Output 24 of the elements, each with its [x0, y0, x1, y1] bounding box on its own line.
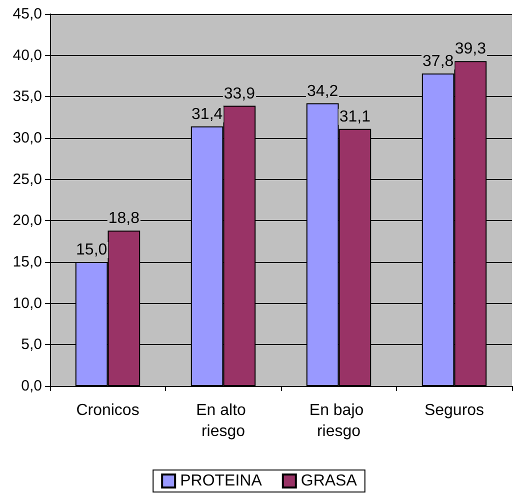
- y-tick-label: 45,0: [12, 6, 42, 22]
- data-label: 31,1: [339, 108, 371, 126]
- data-label: 34,2: [307, 82, 338, 100]
- data-label: 39,3: [454, 40, 486, 58]
- data-label: 37,8: [422, 53, 454, 70]
- y-tick-label: 10,0: [12, 294, 42, 312]
- data-label: 33,9: [224, 85, 256, 102]
- data-label: 18,8: [108, 210, 140, 228]
- y-tick-label: 25,0: [12, 170, 42, 188]
- y-tick-label: 20,0: [12, 212, 42, 230]
- x-tick-label: En bajo riesgo: [309, 402, 368, 440]
- legend-label: GRASA: [300, 472, 358, 490]
- y-tick-label: 0,0: [21, 378, 42, 394]
- y-tick-label: 15,0: [12, 254, 42, 270]
- x-tick-label: En alto riesgo: [196, 402, 250, 440]
- data-label: 15,0: [76, 242, 108, 258]
- y-tick-label: 30,0: [12, 130, 42, 146]
- y-tick-label: 40,0: [12, 46, 42, 64]
- x-tick-label: Cronicos: [76, 402, 140, 419]
- legend-label: PROTEINA: [180, 472, 262, 490]
- y-tick-label: 5,0: [21, 336, 42, 354]
- data-label: 31,4: [192, 106, 223, 123]
- y-tick-label: 35,0: [12, 88, 42, 106]
- x-tick-label: Seguros: [424, 402, 484, 419]
